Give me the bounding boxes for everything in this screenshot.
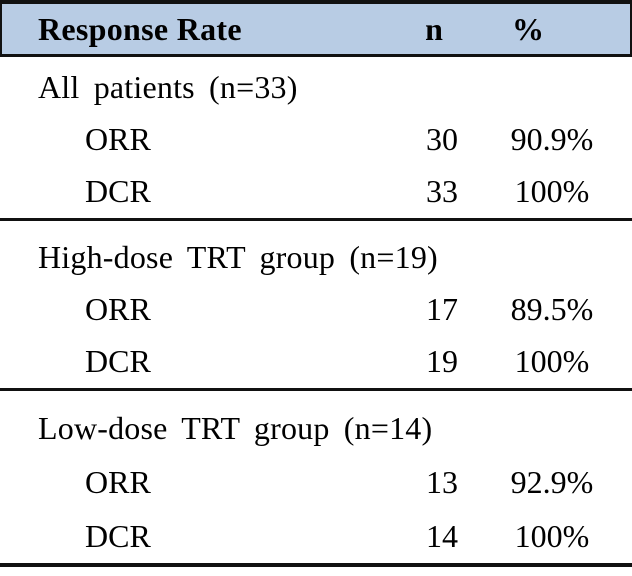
table-header-row: Response Rate n %	[0, 0, 632, 57]
table-row-orr: ORR 13 92.9%	[0, 455, 632, 509]
section-title: All patients (n=33)	[38, 68, 298, 105]
section-title: Low-dose TRT group (n=14)	[38, 409, 433, 446]
section-high-dose-trt: High-dose TRT group (n=19) ORR 17 89.5% …	[0, 221, 632, 391]
row-label: DCR	[85, 173, 151, 210]
percent-value: 89.5%	[510, 290, 594, 327]
section-title-row: High-dose TRT group (n=19)	[0, 231, 632, 283]
percent-value: 100%	[514, 517, 590, 554]
row-label: DCR	[85, 517, 151, 554]
header-col-percent: %	[512, 10, 544, 47]
percent-value: 92.9%	[510, 463, 594, 500]
section-all-patients: All patients (n=33) ORR 30 90.9% DCR 33 …	[0, 57, 632, 221]
n-value: 19	[426, 343, 458, 380]
percent-value: 90.9%	[510, 120, 594, 157]
table-row-dcr: DCR 19 100%	[0, 336, 632, 388]
table-row-dcr: DCR 14 100%	[0, 509, 632, 563]
n-value: 33	[426, 173, 458, 210]
header-col-n: n	[425, 10, 443, 47]
row-label: ORR	[85, 290, 151, 327]
percent-value: 100%	[514, 173, 590, 210]
n-value: 30	[426, 120, 458, 157]
row-label: ORR	[85, 120, 151, 157]
section-title: High-dose TRT group (n=19)	[38, 238, 438, 275]
section-title-row: All patients (n=33)	[0, 61, 632, 113]
row-label: DCR	[85, 343, 151, 380]
n-value: 13	[426, 463, 458, 500]
section-title-row: Low-dose TRT group (n=14)	[0, 401, 632, 455]
header-col-response-rate: Response Rate	[38, 10, 242, 47]
table-row-orr: ORR 17 89.5%	[0, 283, 632, 335]
n-value: 17	[426, 290, 458, 327]
table-row-dcr: DCR 33 100%	[0, 166, 632, 218]
table-row-orr: ORR 30 90.9%	[0, 113, 632, 165]
n-value: 14	[426, 517, 458, 554]
section-low-dose-trt: Low-dose TRT group (n=14) ORR 13 92.9% D…	[0, 391, 632, 567]
row-label: ORR	[85, 463, 151, 500]
percent-value: 100%	[514, 343, 590, 380]
